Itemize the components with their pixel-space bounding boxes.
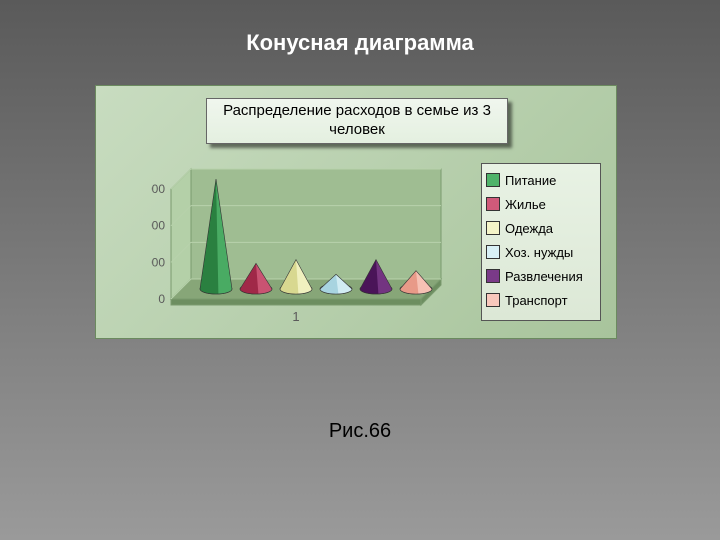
legend-item: Транспорт bbox=[486, 288, 596, 312]
legend-item: Одежда bbox=[486, 216, 596, 240]
figure-caption: Рис.66 bbox=[0, 420, 720, 443]
legend-item: Хоз. нужды bbox=[486, 240, 596, 264]
legend-label: Одежда bbox=[505, 221, 553, 236]
legend-swatch bbox=[486, 293, 500, 307]
legend-swatch bbox=[486, 173, 500, 187]
y-axis-tick-label: 0 bbox=[158, 292, 165, 306]
legend-item: Питание bbox=[486, 168, 596, 192]
x-axis-category-label: 1 bbox=[292, 309, 299, 324]
chart-title-text: Распределение расходов в семье из 3 чело… bbox=[207, 102, 507, 140]
legend-label: Хоз. нужды bbox=[505, 245, 573, 260]
legend-item: Жилье bbox=[486, 192, 596, 216]
cone-chart-svg: 0 1 000 2 000 3 000 1 bbox=[151, 161, 451, 326]
legend-swatch bbox=[486, 221, 500, 235]
legend-swatch bbox=[486, 269, 500, 283]
y-axis-tick-label: 1 000 bbox=[151, 255, 165, 269]
legend-swatch bbox=[486, 245, 500, 259]
legend-item: Развлечения bbox=[486, 264, 596, 288]
y-axis-tick-label: 2 000 bbox=[151, 219, 165, 233]
legend-label: Питание bbox=[505, 173, 556, 188]
legend-label: Транспорт bbox=[505, 293, 568, 308]
chart-frame: Распределение расходов в семье из 3 чело… bbox=[95, 85, 617, 339]
y-axis-tick-label: 3 000 bbox=[151, 182, 165, 196]
chart-title-box: Распределение расходов в семье из 3 чело… bbox=[206, 98, 508, 144]
legend-box: Питание Жилье Одежда Хоз. нужды Развлечения Т… bbox=[481, 163, 601, 321]
legend-label: Жилье bbox=[505, 197, 546, 212]
page-title: Конусная диаграмма bbox=[0, 30, 720, 56]
plot-3d-area: 0 1 000 2 000 3 000 1 bbox=[151, 161, 451, 326]
legend-label: Развлечения bbox=[505, 269, 583, 284]
legend-swatch bbox=[486, 197, 500, 211]
